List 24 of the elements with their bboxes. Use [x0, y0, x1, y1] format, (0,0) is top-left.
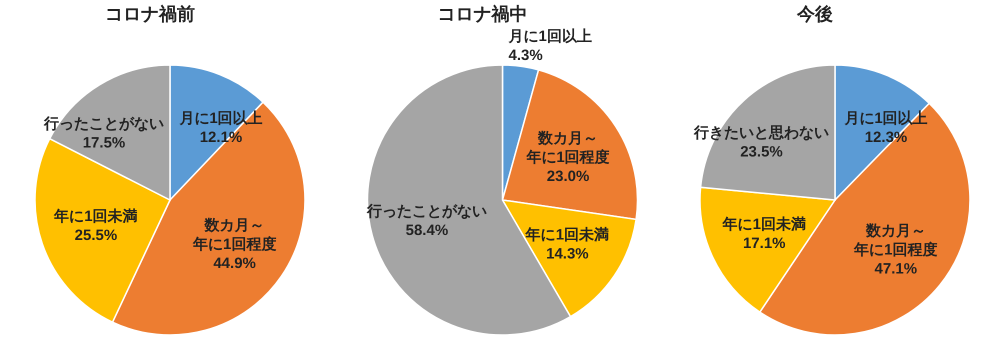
slice-label: 月に1回以上	[178, 110, 263, 127]
slice-label: 年に1回未満	[53, 208, 138, 225]
data-label: 23.5%	[740, 144, 783, 161]
chart-title: コロナ禍中	[438, 4, 528, 24]
data-label: 47.1%	[874, 260, 918, 278]
chart-title: 今後	[796, 4, 833, 24]
data-label: 4.3%	[508, 47, 543, 64]
slice-label: 年に1回未満	[524, 226, 610, 244]
data-label: 44.9%	[213, 255, 256, 272]
data-label: 23.0%	[546, 168, 590, 186]
data-label: 17.5%	[82, 134, 126, 152]
data-label: 58.4%	[406, 222, 448, 239]
slice-label: 月に1回以上	[843, 110, 928, 127]
slice-label: 数カ月～年に1回程度	[853, 222, 938, 258]
slice-label: 行ったことがない	[43, 116, 164, 133]
slice-label: 数カ月～年に1回程度	[525, 130, 610, 166]
slice-label: 年に1回未満	[722, 216, 806, 234]
slice-label: 月に1回以上	[508, 28, 592, 45]
data-label: 25.5%	[74, 226, 118, 244]
data-label: 17.1%	[742, 235, 786, 252]
slice-label: 行きたいと思わない	[693, 124, 829, 142]
chart-title: コロナ禍前	[105, 4, 195, 24]
data-label: 14.3%	[546, 245, 589, 262]
slice-label: 数カ月～年に1回程度	[192, 217, 276, 254]
